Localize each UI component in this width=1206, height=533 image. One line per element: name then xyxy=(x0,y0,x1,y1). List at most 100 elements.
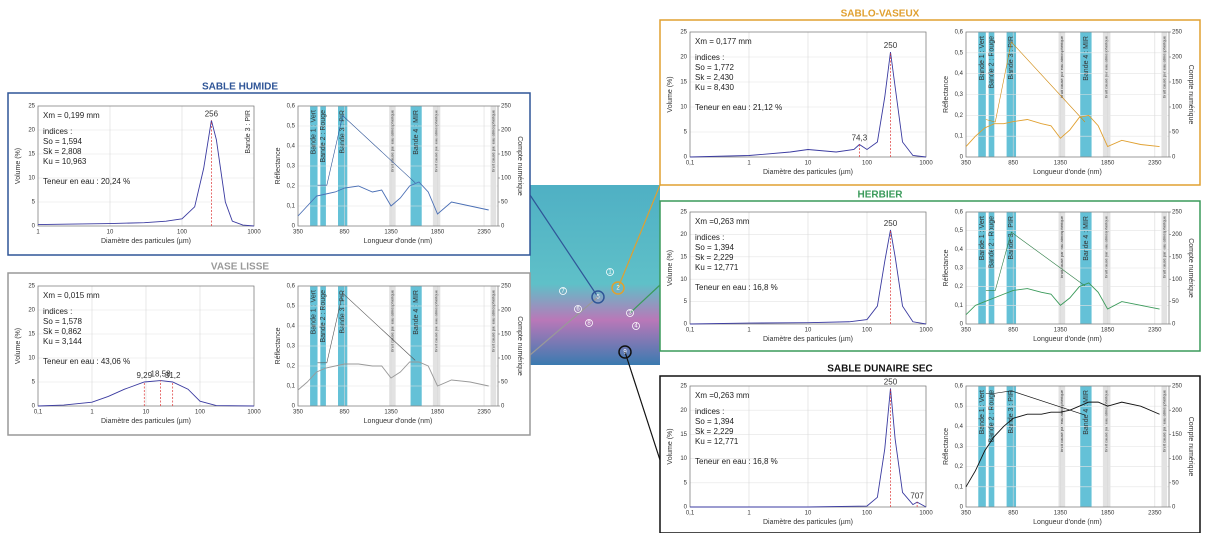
y-tick-label: 20 xyxy=(28,128,35,134)
y-tick-label: 0,2 xyxy=(955,113,964,119)
y2-tick-label: 250 xyxy=(501,104,512,110)
x-axis-title: Diamètre des particules (µm) xyxy=(763,336,853,343)
y2-tick-label: 200 xyxy=(1172,55,1183,61)
y-tick-label: 0,5 xyxy=(955,404,964,410)
y-tick-label: 0,2 xyxy=(287,364,296,370)
plot-frame xyxy=(297,285,499,407)
x-tick-label: 0,1 xyxy=(686,161,695,167)
x-axis-title: Longueur d'onde (nm) xyxy=(1033,169,1102,176)
y2-axis-title: Compte numérique xyxy=(1187,238,1194,298)
y-axis-title: Réflectance xyxy=(943,76,950,113)
y-tick-label: 10 xyxy=(680,456,687,462)
y-tick-label: 0,3 xyxy=(955,266,964,272)
band-label: bruit causé par eau atmosphérique xyxy=(1059,35,1064,98)
x-tick-label: 850 xyxy=(340,410,351,416)
band-label: Bande 4 : MIR xyxy=(413,110,420,155)
x-tick-label: 350 xyxy=(293,230,304,236)
y-tick-label: 0 xyxy=(960,155,964,161)
y-tick-label: 0,2 xyxy=(955,464,964,470)
plot-frame xyxy=(297,105,499,227)
marker-circle xyxy=(606,268,614,276)
y-tick-label: 10 xyxy=(680,105,687,111)
marker-label: 4 xyxy=(634,324,638,330)
y2-tick-label: 150 xyxy=(501,332,512,338)
band-label: bruit causé par eau atmosphérique xyxy=(434,289,439,352)
y-tick-label: 0,6 xyxy=(955,30,964,36)
y-tick-label: 0,1 xyxy=(287,384,296,390)
y-tick-label: 10 xyxy=(680,277,687,283)
data-line xyxy=(965,282,1160,315)
panel-title: SABLE HUMIDE xyxy=(202,82,278,93)
band-label: Bande 3 : PIR xyxy=(1008,390,1015,434)
y-tick-label: 0 xyxy=(960,322,964,328)
band-label: bruit causé par eau atmosphérique xyxy=(1104,215,1109,278)
stat-text: Ku = 12,771 xyxy=(695,437,739,446)
data-line xyxy=(317,292,416,364)
marker-circle xyxy=(618,345,632,359)
x-tick-label: 0,1 xyxy=(686,328,695,334)
marker-circle xyxy=(611,281,625,295)
x-tick-label: 2350 xyxy=(477,230,491,236)
y2-tick-label: 0 xyxy=(501,404,505,410)
marker-circle xyxy=(591,290,605,304)
y-tick-label: 0,4 xyxy=(955,247,964,253)
x-tick-label: 1850 xyxy=(431,410,445,416)
band-label: Bande 1 : Vert xyxy=(979,36,986,80)
x-tick-label: 1850 xyxy=(431,230,445,236)
plot-frame xyxy=(689,31,927,158)
panel-title: HERBIER xyxy=(857,190,903,201)
y-tick-label: 0,5 xyxy=(287,304,296,310)
stat-text: Ku = 3,144 xyxy=(43,337,82,346)
y2-axis-title: Compte numérique xyxy=(516,316,523,376)
x-tick-label: 350 xyxy=(961,161,972,167)
y2-axis-title: Compte numérique xyxy=(1187,417,1194,477)
x-tick-label: 1850 xyxy=(1101,328,1115,334)
y-tick-label: 0,3 xyxy=(955,92,964,98)
x-tick-label: 1350 xyxy=(1054,511,1068,517)
connector xyxy=(529,194,599,298)
data-line xyxy=(689,229,927,325)
y-tick-label: 15 xyxy=(28,332,35,338)
y-tick-label: 20 xyxy=(680,55,687,61)
stat-text: Xm = 0,177 mm xyxy=(695,37,752,46)
y2-tick-label: 250 xyxy=(1172,210,1183,216)
band-label: Bande 1 : Vert xyxy=(311,290,318,334)
y-axis-title: Volume (%) xyxy=(667,428,674,464)
x-tick-label: 10 xyxy=(805,328,812,334)
y-tick-label: 0,1 xyxy=(955,484,964,490)
y2-axis-title: Compte numérique xyxy=(516,136,523,196)
marker-label: 1 xyxy=(608,270,612,276)
y2-tick-label: 100 xyxy=(1172,277,1183,283)
band-label: bruit causé par eau atmosphérique xyxy=(1104,35,1109,98)
x-tick-label: 1350 xyxy=(1054,328,1068,334)
y-tick-label: 25 xyxy=(680,210,687,216)
x-tick-label: 0,1 xyxy=(686,511,695,517)
stat-text: Sk = 2,229 xyxy=(695,253,734,262)
x-axis-title: Longueur d'onde (nm) xyxy=(364,418,433,425)
peak-label: 707 xyxy=(910,491,924,500)
y-tick-label: 20 xyxy=(680,232,687,238)
y2-tick-label: 0 xyxy=(501,224,505,230)
panel-title: SABLO-VASEUX xyxy=(841,9,920,20)
y2-tick-label: 0 xyxy=(1172,155,1176,161)
stat-text: Teneur en eau : 16,8 % xyxy=(695,283,778,292)
y-tick-label: 0,6 xyxy=(287,104,296,110)
y-tick-label: 0,3 xyxy=(287,344,296,350)
marker-label: 7 xyxy=(561,289,565,295)
band-label: bruit causé par eau atmosphérique xyxy=(389,109,394,172)
x-axis-title: Diamètre des particules (µm) xyxy=(101,238,191,245)
band-label: bruit causé par eau atmosphérique xyxy=(1059,215,1064,278)
x-tick-label: 1000 xyxy=(247,230,261,236)
marker-circle xyxy=(632,322,640,330)
x-tick-label: 350 xyxy=(961,328,972,334)
y-axis-title: Volume (%) xyxy=(667,250,674,286)
peak-label: 18,58 xyxy=(151,370,172,379)
band-label: Bande 3 : PIR xyxy=(1008,216,1015,260)
y2-tick-label: 100 xyxy=(501,356,512,362)
band-label: bruit causé par eau atmosphérique xyxy=(389,289,394,352)
plot-frame xyxy=(965,211,1170,325)
y-tick-label: 0 xyxy=(960,505,964,511)
band-label: Bande 2 : Rouge xyxy=(988,390,995,443)
y2-tick-label: 50 xyxy=(1172,299,1179,305)
y2-tick-label: 200 xyxy=(501,128,512,134)
